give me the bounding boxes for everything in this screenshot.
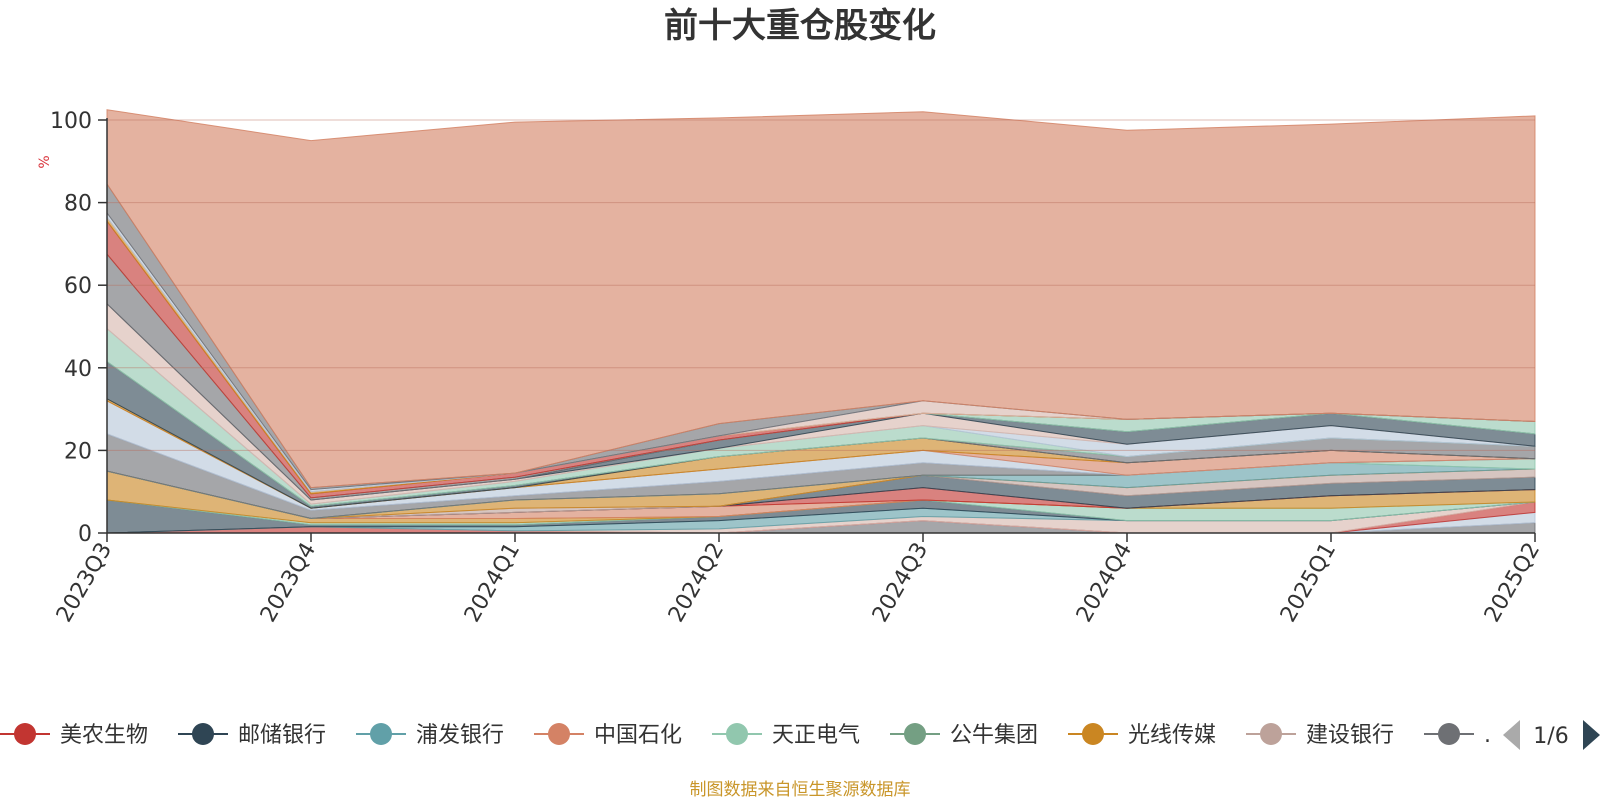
y-tick-label-4: 80 bbox=[64, 192, 92, 217]
y-tick-label-3: 60 bbox=[64, 274, 92, 299]
legend-page-indicator: 1/6 bbox=[1533, 724, 1568, 749]
legend-marker-icon bbox=[1082, 723, 1104, 745]
x-tick-label-4: 2024Q3 bbox=[868, 539, 933, 627]
area-series-group bbox=[106, 109, 1536, 534]
legend-marker-icon bbox=[1438, 723, 1460, 745]
legend-marker-icon bbox=[14, 723, 36, 745]
legend-item-7[interactable]: 建设银行 bbox=[1246, 723, 1394, 748]
legend-label: 建设银行 bbox=[1306, 723, 1394, 748]
x-tick-label-3: 2024Q2 bbox=[664, 539, 729, 627]
x-tick-label-2: 2024Q1 bbox=[460, 539, 525, 627]
legend-marker-icon bbox=[1260, 723, 1282, 745]
legend-item-1[interactable]: 邮储银行 bbox=[178, 723, 326, 748]
legend-pager: 1/6 bbox=[1503, 720, 1600, 750]
y-tick-label-5: 100 bbox=[50, 109, 92, 134]
legend-item-3[interactable]: 中国石化 bbox=[534, 723, 682, 748]
x-tick-label-1: 2023Q4 bbox=[256, 539, 321, 627]
x-tick-label-7: 2025Q2 bbox=[1480, 539, 1545, 627]
legend-marker-icon bbox=[370, 723, 392, 745]
legend-item-6[interactable]: 光线传媒 bbox=[1068, 723, 1216, 748]
grid-lines bbox=[107, 119, 1535, 451]
legend-item-4[interactable]: 天正电气 bbox=[712, 723, 860, 748]
x-tick-label-5: 2024Q4 bbox=[1072, 539, 1137, 627]
chart-title: 前十大重仓股变化 bbox=[664, 6, 936, 46]
legend-marker-icon bbox=[192, 723, 214, 745]
x-tick-label-6: 2025Q1 bbox=[1276, 539, 1341, 627]
legend-label: 浦发银行 bbox=[416, 723, 504, 748]
legend-label: 公牛集团 bbox=[950, 723, 1038, 748]
legend-label: 中国石化 bbox=[594, 723, 682, 748]
legend-label: 天正电气 bbox=[772, 723, 860, 748]
legend-item-0[interactable]: 美农生物 bbox=[0, 723, 148, 748]
legend-label: 邮储银行 bbox=[238, 723, 326, 748]
y-tick-label-0: 0 bbox=[78, 522, 92, 547]
legend: 美农生物 邮储银行 浦发银行 中国石化 天正电气 公牛集团 光线传媒 建设银行. bbox=[0, 723, 1491, 748]
legend-item-5[interactable]: 公牛集团 bbox=[890, 723, 1038, 748]
area-series-32 bbox=[106, 109, 1536, 489]
legend-marker-icon bbox=[904, 723, 926, 745]
legend-label: . bbox=[1484, 723, 1491, 748]
y-tick-label-2: 40 bbox=[64, 357, 92, 382]
y-tick-label-1: 20 bbox=[64, 439, 92, 464]
legend-marker-icon bbox=[548, 723, 570, 745]
y-axis-label: % bbox=[37, 155, 53, 168]
legend-marker-icon bbox=[726, 723, 748, 745]
source-note: 制图数据来自恒生聚源数据库 bbox=[690, 780, 911, 800]
legend-item-2[interactable]: 浦发银行 bbox=[356, 723, 504, 748]
legend-label: 美农生物 bbox=[60, 723, 148, 748]
x-tick-label-0: 2023Q3 bbox=[52, 539, 117, 627]
legend-next-icon[interactable] bbox=[1583, 720, 1600, 750]
legend-prev-icon[interactable] bbox=[1503, 720, 1520, 750]
legend-item-8[interactable]: . bbox=[1424, 723, 1491, 748]
legend-label: 光线传媒 bbox=[1128, 723, 1216, 748]
